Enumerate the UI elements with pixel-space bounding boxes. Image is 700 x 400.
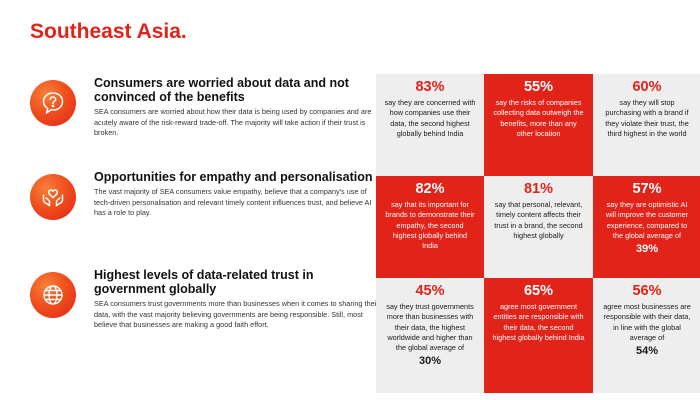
section-heading: Highest levels of data-related trust in … xyxy=(94,268,314,296)
stat-value: 65% xyxy=(523,283,554,299)
stat-cell: 60% say they will stop purchasing with a… xyxy=(593,74,700,176)
section-heading: Opportunities for empathy and personalis… xyxy=(94,170,373,184)
stat-value: 82% xyxy=(415,181,445,197)
section-body: SEA consumers trust governments more tha… xyxy=(94,299,379,329)
stat-cell: 57% say they are optimistic AI will impr… xyxy=(593,176,700,278)
stats-grid: 83% say they are concerned with how comp… xyxy=(376,74,700,393)
stat-text: say that personal, relevant, timely cont… xyxy=(494,200,583,240)
stat-cell: 82% say that its important for brands to… xyxy=(376,176,484,278)
stat-text: agree most businesses are responsible wi… xyxy=(603,302,691,342)
stat-text: say the risks of companies collecting da… xyxy=(493,98,584,138)
stat-cell: 45% say they trust governments more than… xyxy=(376,278,484,393)
stat-global-average: 54% xyxy=(635,345,659,358)
question-bubble-icon xyxy=(30,80,76,126)
stat-value: 57% xyxy=(632,181,662,197)
stat-cell: 55% say the risks of companies collectin… xyxy=(484,74,593,176)
stat-value: 60% xyxy=(632,79,662,95)
stat-text: say they trust governments more than bus… xyxy=(386,302,474,353)
stat-value: 81% xyxy=(523,181,554,197)
stat-global-average: 30% xyxy=(418,355,442,368)
section-body: SEA consumers are worried about how thei… xyxy=(94,107,372,137)
stat-text: say they are concerned with how companie… xyxy=(384,98,476,138)
section-heading: Consumers are worried about data and not… xyxy=(94,76,349,104)
heart-hands-icon xyxy=(30,174,76,220)
stat-text: say they will stop purchasing with a bra… xyxy=(605,98,689,138)
page-title: Southeast Asia. xyxy=(30,20,187,43)
stat-cell: 83% say they are concerned with how comp… xyxy=(376,74,484,176)
globe-icon xyxy=(30,272,76,318)
stat-value: 45% xyxy=(415,283,445,299)
stat-cell: 65% agree most government entities are r… xyxy=(484,278,593,393)
stat-cell: 56% agree most businesses are responsibl… xyxy=(593,278,700,393)
stat-value: 55% xyxy=(523,79,554,95)
stat-text: agree most government entities are respo… xyxy=(492,302,585,342)
stat-global-average: 39% xyxy=(635,243,659,256)
section-body: The vast majority of SEA consumers value… xyxy=(94,187,372,217)
stat-text: say they are optimistic AI will improve … xyxy=(605,200,689,240)
stat-cell: 81% say that personal, relevant, timely … xyxy=(484,176,593,278)
stat-text: say that its important for brands to dem… xyxy=(385,200,475,251)
stat-value: 56% xyxy=(632,283,662,299)
stat-value: 83% xyxy=(415,79,445,95)
